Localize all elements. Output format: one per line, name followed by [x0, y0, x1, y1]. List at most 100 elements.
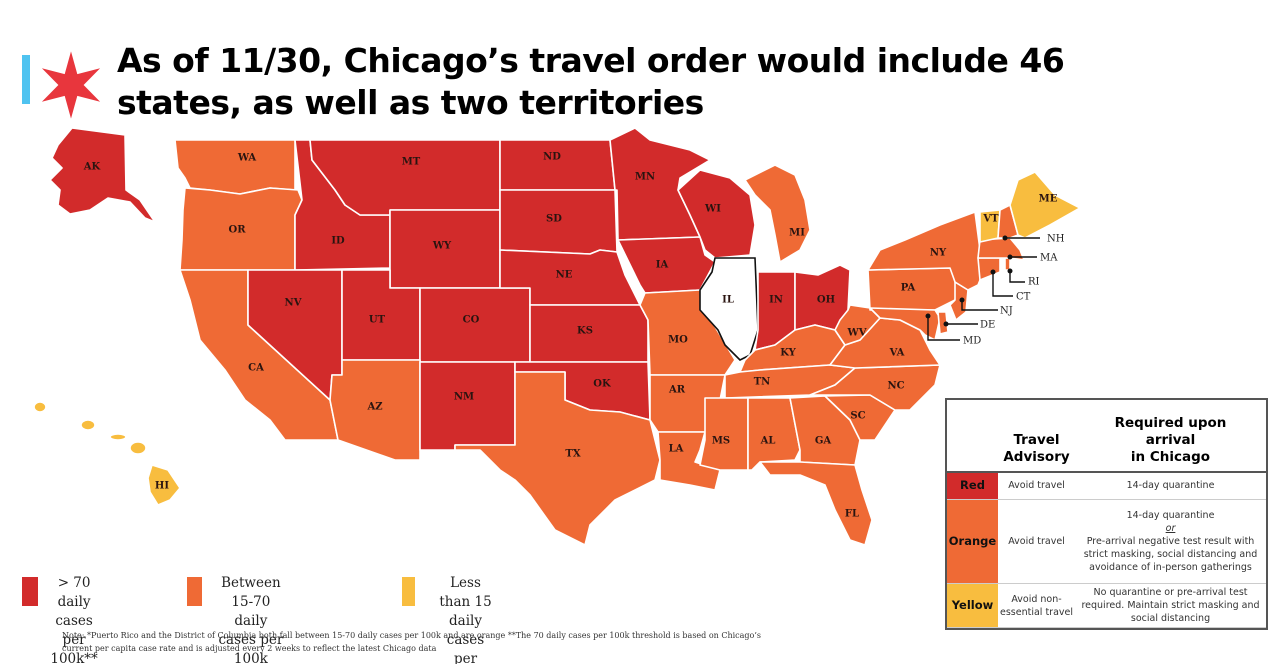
hi-island-oahu[interactable] — [80, 419, 96, 431]
legend-text-yellow: Less than 15 daily cases per 100k — [439, 574, 493, 664]
state-fl[interactable] — [759, 461, 873, 546]
state-nh[interactable] — [997, 204, 1019, 239]
state-tx[interactable] — [454, 371, 661, 546]
requirement-cell-red: 14-day quarantine — [1075, 471, 1266, 500]
label-mo: MO — [668, 335, 688, 346]
label-co: CO — [463, 315, 480, 326]
table-header-row: Travel Advisory Required upon arrival in… — [947, 400, 1266, 473]
legend-orange-line1: Between 15-70 daily — [221, 575, 281, 629]
label-nm: NM — [454, 392, 474, 403]
state-ak[interactable] — [49, 127, 156, 223]
page-title: As of 11/30, Chicago’s travel order woul… — [117, 40, 1117, 124]
footnote-line2: current per capita case rate and is adju… — [62, 644, 437, 653]
state-mi[interactable] — [744, 164, 811, 263]
state-de[interactable] — [937, 311, 949, 335]
hi-island-maui[interactable] — [129, 441, 147, 455]
advisory-cell-red: Avoid travel — [998, 471, 1075, 500]
label-md: MD — [963, 336, 981, 347]
legend-yellow-line2: cases per 100k — [446, 632, 485, 664]
header-tier — [947, 400, 998, 473]
legend-swatch-orange — [187, 577, 203, 606]
label-ne: NE — [556, 270, 573, 281]
advisory-cell-yellow: Avoid non-essential travel — [998, 583, 1075, 628]
state-hi[interactable] — [33, 401, 181, 506]
state-ms[interactable] — [699, 397, 749, 471]
header-req-line2: arrival — [1145, 431, 1196, 448]
label-pa: PA — [901, 283, 916, 294]
state-wa[interactable] — [174, 139, 296, 195]
table-row-red: Red Avoid travel 14-day quarantine — [947, 471, 1266, 500]
state-il[interactable] — [699, 257, 759, 361]
label-wi: WI — [704, 204, 721, 215]
label-ut: UT — [369, 315, 386, 326]
state-ri[interactable] — [1004, 257, 1011, 271]
label-me: ME — [1039, 194, 1058, 205]
label-ny: NY — [930, 248, 947, 259]
accent-bar — [22, 55, 30, 104]
label-sd: SD — [546, 214, 562, 225]
legend-swatch-yellow — [402, 577, 415, 606]
legend-red-line1: > 70 daily cases — [55, 575, 93, 629]
star-shape — [41, 51, 101, 119]
label-la: LA — [669, 444, 684, 455]
title-line-2: states, as well as two territories — [117, 83, 704, 122]
label-or: OR — [228, 225, 246, 236]
state-md[interactable] — [869, 307, 941, 341]
label-ri: RI — [1028, 277, 1040, 288]
requirement-orange-or: or — [1165, 523, 1176, 534]
label-nc: NC — [887, 381, 904, 392]
header-advisory-line1: Travel — [1013, 431, 1060, 448]
label-wy: WY — [432, 241, 452, 252]
state-ct[interactable] — [977, 257, 1001, 281]
requirement-cell-yellow: No quarantine or pre-arrival test requir… — [1075, 583, 1266, 628]
legend-orange-line2: cases per 100k — [218, 632, 284, 664]
label-oh: OH — [817, 295, 835, 306]
label-al: AL — [760, 436, 776, 447]
label-nd: ND — [543, 152, 561, 163]
table-row-yellow: Yellow Avoid non-essential travel No qua… — [947, 583, 1266, 628]
requirement-cell-orange: 14-day quarantine or Pre-arrival negativ… — [1075, 499, 1266, 584]
state-nc[interactable] — [809, 364, 941, 411]
label-ks: KS — [577, 326, 593, 337]
chicago-star-icon — [41, 51, 101, 119]
legend-yellow-line1: Less than 15 daily — [439, 575, 492, 629]
legend-text-red: > 70 daily cases per 100k** — [44, 574, 105, 664]
tier-cell-red: Red — [947, 471, 998, 500]
footnote: Note: *Puerto Rico and the District of C… — [62, 629, 962, 655]
label-wv: WV — [847, 328, 867, 339]
legend-item-red: > 70 daily cases per 100k** — [22, 574, 104, 664]
label-az: AZ — [366, 402, 382, 413]
advisory-table: Travel Advisory Required upon arrival in… — [945, 398, 1268, 630]
state-nm[interactable] — [419, 361, 516, 451]
hi-island-kauai[interactable] — [33, 401, 47, 413]
state-ne[interactable] — [499, 249, 641, 306]
tier-cell-yellow: Yellow — [947, 583, 998, 628]
legend-item-yellow: Less than 15 daily cases per 100k — [402, 574, 492, 664]
header-advisory: Travel Advisory — [998, 400, 1075, 473]
state-wi[interactable] — [677, 169, 756, 259]
state-la[interactable] — [657, 431, 721, 491]
leader-lines — [925, 235, 1040, 341]
label-id: ID — [331, 236, 345, 247]
legend-swatch-red — [22, 577, 38, 606]
requirement-orange-line1: 14-day quarantine — [1126, 510, 1215, 521]
state-nd[interactable] — [499, 139, 616, 191]
label-mi: MI — [789, 228, 805, 239]
state-me[interactable] — [1009, 171, 1081, 239]
header-requirement: Required upon arrival in Chicago — [1075, 400, 1266, 473]
tier-cell-orange: Orange — [947, 499, 998, 584]
hi-island-molokai[interactable] — [109, 433, 127, 441]
label-tn: TN — [754, 377, 771, 388]
header-req-line1: Required upon — [1114, 414, 1227, 431]
label-vt: VT — [982, 214, 999, 225]
advisory-cell-orange: Avoid travel — [998, 499, 1075, 584]
label-ky: KY — [780, 348, 796, 359]
legend-red-line2: per 100k** — [50, 632, 98, 664]
label-mn: MN — [635, 172, 655, 183]
label-tx: TX — [565, 449, 580, 460]
label-ct: CT — [1016, 292, 1031, 303]
label-il: IL — [722, 295, 734, 306]
hi-island-big[interactable] — [147, 464, 181, 506]
label-ak: AK — [83, 162, 101, 173]
